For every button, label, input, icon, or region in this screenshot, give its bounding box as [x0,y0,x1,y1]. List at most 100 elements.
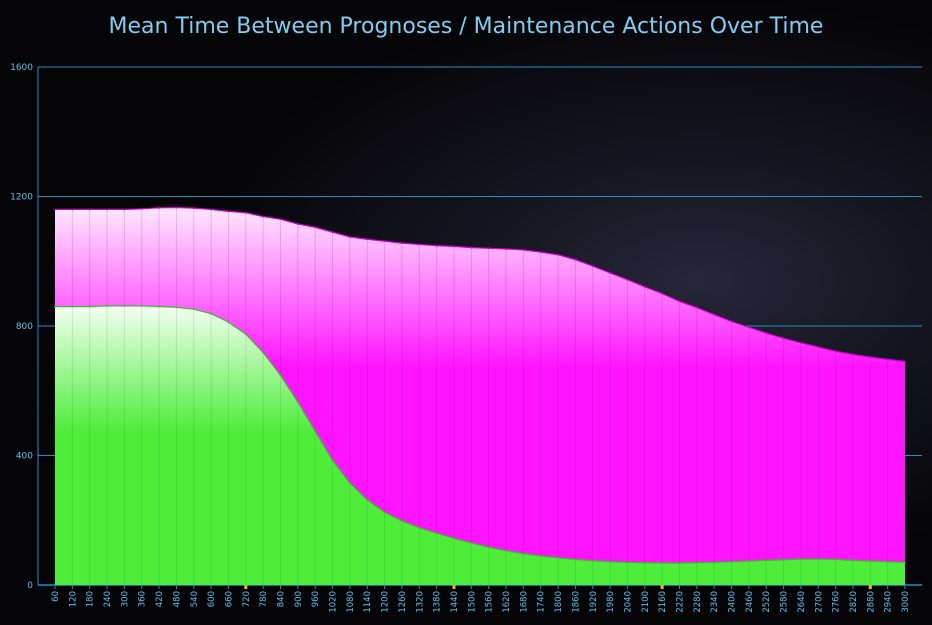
x-tick-label: 720 [242,591,252,607]
data-point-green [366,498,369,501]
data-point-magenta [54,208,56,211]
data-point-magenta [695,306,698,309]
x-tick-label: 840 [277,591,287,607]
data-point-magenta [765,332,768,335]
series-line-green [55,305,906,564]
data-point-magenta [817,346,820,349]
data-point-green [140,304,143,307]
data-point-green [227,321,230,324]
data-point-green [383,511,386,514]
y-tick-label: 0 [27,581,33,591]
x-tick-label: 1200 [381,591,391,613]
data-point-magenta [435,244,438,247]
data-point-green [296,401,299,404]
data-point-green [400,519,403,522]
x-tick-label: 2820 [849,591,859,613]
data-point-magenta [71,208,74,211]
data-point-magenta [591,265,594,268]
data-point-magenta [661,292,664,295]
data-point-green [210,312,213,315]
data-point-magenta [279,218,282,221]
data-point-magenta [904,360,906,363]
data-point-green [175,306,178,309]
data-point-green [869,560,872,563]
x-tick-label: 900 [294,591,304,607]
data-point-green [574,558,577,561]
x-tick-label: 1860 [571,591,581,613]
data-point-magenta [452,245,455,248]
data-point-magenta [678,300,681,303]
data-point-green [851,559,854,562]
data-point-green [279,374,282,377]
y-tick-label: 1200 [10,193,33,203]
data-point-magenta [262,215,265,218]
data-point-magenta [158,206,161,209]
x-tick-label: 1140 [363,591,373,613]
data-point-green [88,305,91,308]
data-point-magenta [834,350,837,353]
data-point-green [123,304,126,307]
data-point-magenta [609,271,612,274]
x-tick-label: 1740 [537,591,547,613]
data-point-magenta [539,251,542,254]
x-tick-label: 2400 [728,591,738,613]
x-tick-label: 60 [51,591,61,602]
data-point-green [71,305,74,308]
x-tick-label: 2580 [780,591,790,613]
data-point-green [886,560,889,563]
data-point-green [678,561,681,564]
data-point-green [817,558,820,561]
data-point-magenta [522,248,525,251]
data-point-magenta [348,235,351,238]
data-point-green [158,305,161,308]
x-tick-label: 960 [311,591,321,607]
x-tick-label: 1980 [606,591,616,613]
x-tick-label: 2700 [814,591,824,613]
x-tick-label: 1920 [589,591,599,613]
x-tick-label: 2040 [623,591,633,613]
x-tick-label: 1380 [433,591,443,613]
x-tick-label: 1800 [554,591,564,613]
data-point-magenta [192,207,195,210]
data-point-magenta [175,206,178,209]
data-point-green [765,559,768,562]
data-point-magenta [314,226,317,229]
data-point-green [609,560,612,563]
data-point-magenta [366,238,369,241]
data-point-magenta [244,211,247,214]
data-point-magenta [626,278,629,281]
data-point-magenta [210,208,213,211]
x-tick-label: 1440 [450,591,460,613]
data-point-green [591,559,594,562]
x-tick-label: 660 [224,591,234,607]
x-tick-label: 240 [103,591,113,607]
data-point-magenta [747,326,750,329]
x-tick-label: 2160 [658,591,668,613]
data-point-magenta [296,223,299,226]
data-point-magenta [643,285,646,288]
data-point-green [643,561,646,564]
data-point-green [435,532,438,535]
x-tick-label: 1560 [485,591,495,613]
data-point-green [782,558,785,561]
x-tick-label: 1500 [467,591,477,613]
data-point-magenta [713,313,716,316]
data-point-magenta [227,210,230,213]
data-point-green [106,304,109,307]
x-tick-label: 540 [190,591,200,607]
data-point-green [244,333,247,336]
data-point-magenta [400,242,403,245]
x-tick-label: 1260 [398,591,408,613]
x-tick-label: 2100 [641,591,651,613]
x-tick-label: 1020 [329,591,339,613]
chart-title: Mean Time Between Prognoses / Maintenanc… [108,14,824,39]
data-point-green [713,561,716,564]
data-point-green [470,541,473,544]
data-point-magenta [505,247,508,250]
x-tick-label: 2940 [884,591,894,613]
x-tick-label: 300 [120,591,130,607]
x-tick-label: 2880 [866,591,876,613]
data-point-magenta [851,353,854,356]
x-tick-label: 420 [155,591,165,607]
